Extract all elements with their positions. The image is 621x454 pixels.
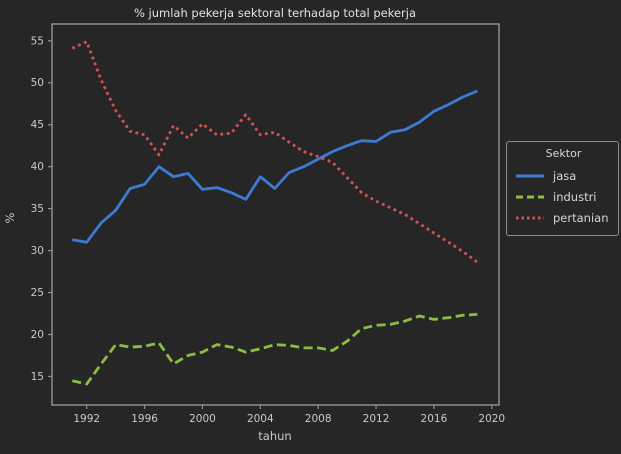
y-tick-label: 50 [31, 77, 44, 89]
y-tick-label: 55 [31, 35, 44, 47]
series-line-industri [71, 313, 478, 386]
industri-line-sample-icon [516, 195, 544, 198]
jasa-line-sample-icon [516, 174, 544, 177]
series-line-jasa [72, 89, 478, 244]
legend: Sektor jasa industri pertanian [506, 141, 619, 236]
x-tick-label: 1996 [131, 413, 158, 425]
x-tick-label: 2020 [478, 413, 505, 425]
legend-label: industri [553, 189, 597, 204]
x-tick-label: 2008 [305, 413, 332, 425]
y-tick-label: 40 [31, 161, 44, 173]
x-tick-label: 2004 [247, 413, 274, 425]
axes: 1992 1996 2000 2004 2008 2012 2016 2020 15 20 25 30… [31, 23, 505, 425]
legend-title: Sektor [545, 147, 582, 160]
y-axis-label: % [3, 212, 17, 223]
legend-item-jasa: jasa [515, 165, 612, 186]
y-tick-label: 15 [31, 371, 44, 383]
legend-label: pertanian [553, 210, 609, 225]
y-tick-label: 30 [31, 245, 44, 257]
x-tick-label: 1992 [73, 413, 100, 425]
y-tick-label: 25 [31, 287, 44, 299]
legend-item-industri: industri [515, 186, 612, 207]
y-tick-label: 45 [31, 119, 44, 131]
chart-title: % jumlah pekerja sektoral terhadap total… [134, 6, 416, 20]
data-series [71, 40, 479, 386]
plot-border [51, 23, 500, 406]
x-tick-label: 2000 [189, 413, 216, 425]
y-tick-label: 20 [31, 329, 44, 341]
series-line-pertanian [71, 40, 479, 264]
legend-label: jasa [553, 168, 577, 183]
x-tick-label: 2012 [363, 413, 390, 425]
x-axis-label: tahun [258, 429, 291, 443]
y-tick-label: 35 [31, 203, 44, 215]
pertanian-line-sample-icon [516, 216, 544, 219]
x-tick-label: 2016 [421, 413, 448, 425]
legend-item-pertanian: pertanian [515, 207, 612, 228]
